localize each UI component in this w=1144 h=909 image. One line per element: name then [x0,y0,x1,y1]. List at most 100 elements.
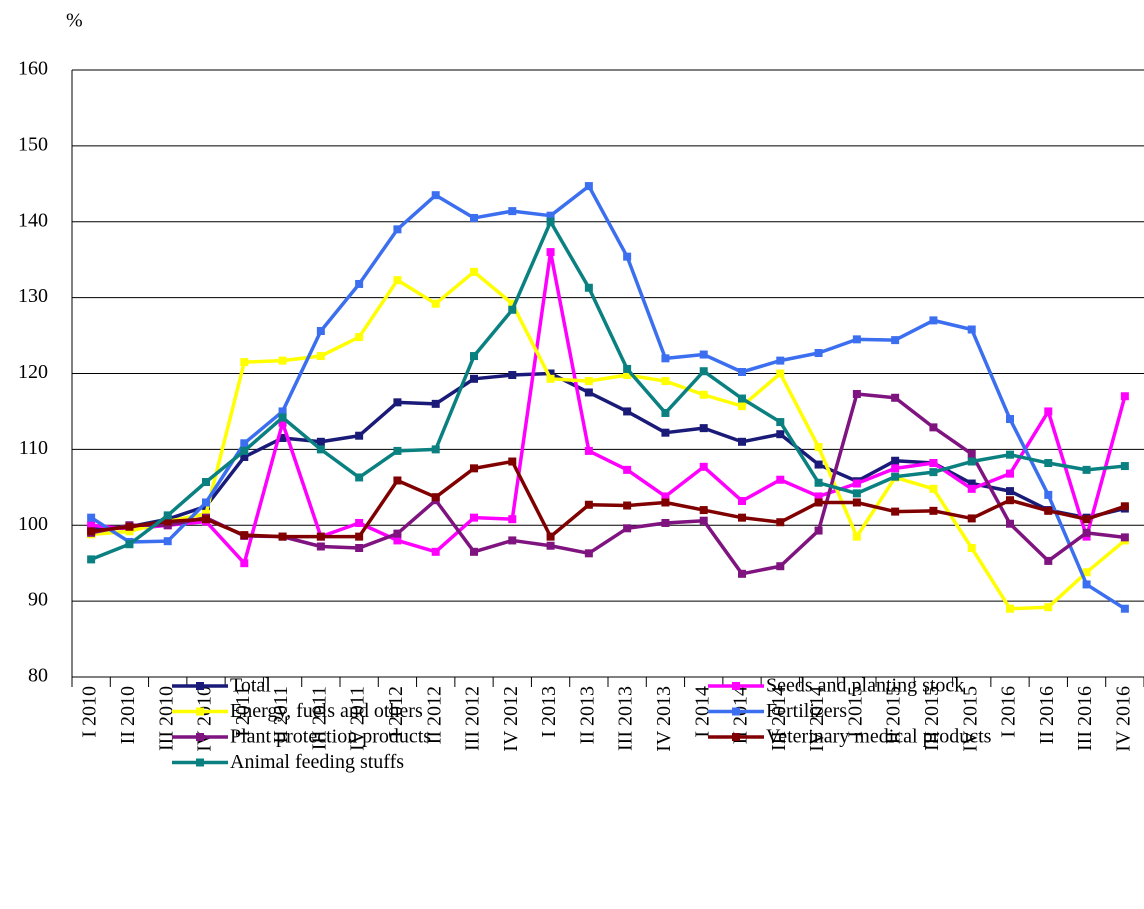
marker [661,492,670,501]
marker [393,276,402,285]
marker [163,517,172,526]
marker [355,473,364,482]
marker [240,531,249,540]
marker [929,316,938,325]
marker [431,191,440,200]
series-line [91,270,1126,611]
legend-label: Fertilizers [766,700,847,722]
series-line [91,371,1126,531]
marker [163,537,172,546]
marker [393,529,402,538]
marker [431,299,440,308]
x-tick-label: IV 2011 [347,686,369,751]
marker [393,398,402,407]
marker [125,527,134,536]
marker [393,225,402,234]
marker [393,536,402,545]
marker [699,516,708,525]
marker [1044,407,1053,416]
marker [1082,515,1091,524]
marker [967,484,976,493]
marker [891,464,900,473]
marker [584,388,593,397]
marker [738,569,746,578]
marker [470,267,478,276]
x-tick-label: IV 2012 [500,686,522,752]
marker [431,547,440,556]
marker [546,374,555,383]
marker [584,446,593,455]
marker [278,433,287,442]
x-tick-label: III 2014 [768,686,790,751]
marker [852,389,861,398]
marker [1120,533,1129,542]
marker [431,445,440,454]
marker [852,532,861,541]
marker [967,457,976,466]
marker [1006,496,1014,505]
marker [508,515,517,524]
marker [1044,556,1053,565]
marker [699,462,708,471]
marker [661,428,670,437]
marker [929,506,938,515]
marker [431,399,440,408]
marker [623,252,632,261]
marker [1006,469,1014,478]
marker [1006,487,1014,496]
marker [738,513,746,522]
marker [929,423,938,432]
marker [699,367,708,376]
x-tick-label: I 2013 [538,686,560,738]
marker [584,377,593,386]
marker [87,521,96,530]
legend-label: Total [230,675,271,697]
marker [699,424,708,433]
marker [1044,506,1053,515]
marker [87,527,96,536]
marker [661,377,670,386]
x-tick-label: I 2010 [79,686,101,738]
marker [623,371,632,380]
marker [1120,604,1129,613]
series-line [90,184,1126,611]
marker [202,478,210,487]
marker [278,407,287,416]
series-line [90,250,1127,565]
x-tick-label: I 2011 [232,686,254,737]
x-tick-label: II 2013 [576,686,598,744]
marker [814,349,823,358]
marker [738,367,746,376]
marker [240,446,249,455]
marker [87,555,96,564]
marker [393,476,402,485]
marker [891,393,900,402]
legend-label: Seeds and planting stock [766,675,964,697]
marker [355,333,364,342]
marker [508,457,517,466]
marker [1006,450,1014,459]
marker [776,369,785,378]
marker [240,452,249,461]
x-tick-label: III 2013 [615,686,637,751]
marker [852,498,861,507]
marker [355,518,364,527]
marker [393,446,402,455]
marker [355,544,364,553]
marker [508,299,517,308]
x-tick-label: II 2012 [423,686,445,744]
y-tick-label: 110 [19,437,48,459]
marker [470,513,478,522]
y-tick-label: 120 [18,361,48,383]
marker [546,217,555,226]
x-tick-label: IV 2014 [806,686,828,752]
marker [470,352,478,361]
marker [240,439,249,448]
y-tick-label: 150 [18,133,48,155]
legend-label: Energy, fuels and others [230,700,423,722]
x-tick-label: I 2014 [691,686,713,738]
marker [661,518,670,527]
marker [278,356,287,365]
